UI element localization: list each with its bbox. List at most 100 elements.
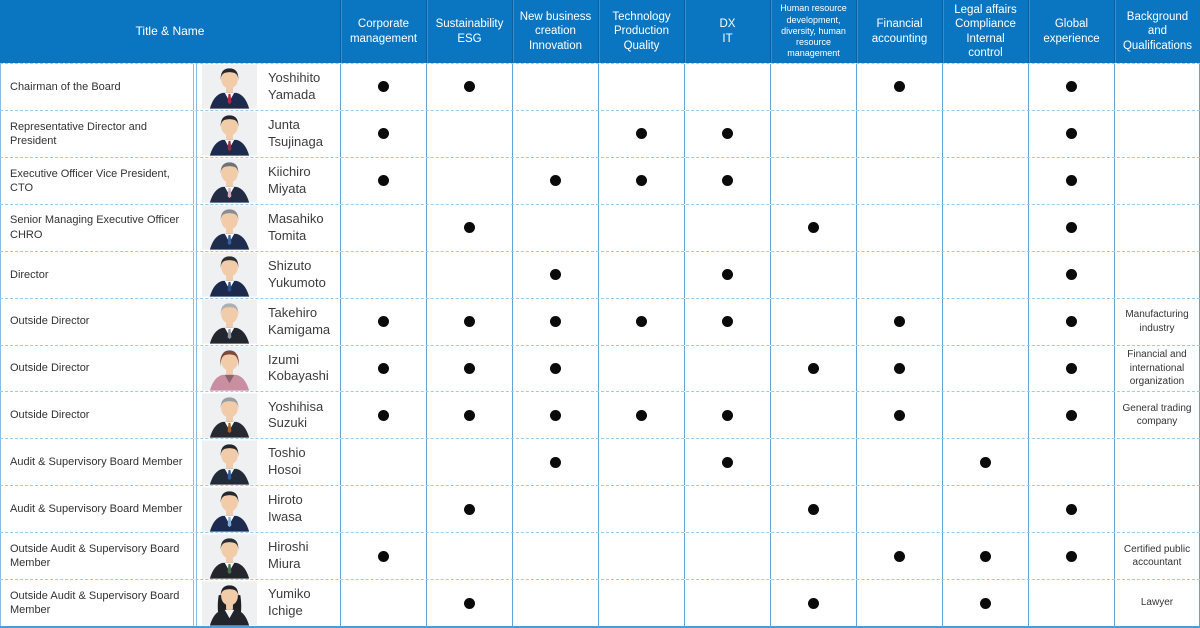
skill-cell-5: [684, 580, 770, 626]
skill-cell-8: [942, 392, 1028, 439]
skill-cell-5: [684, 345, 770, 392]
skill-cell-3: [512, 110, 598, 157]
member-name: Izumi Kobayashi: [268, 351, 329, 384]
skill-cell-9: [1028, 251, 1114, 298]
member-name: Takehiro Kamigama: [268, 304, 331, 337]
background-cell: Financial and international organization: [1114, 345, 1200, 392]
background-cell: [1114, 439, 1200, 486]
skill-cell-7: [856, 439, 942, 486]
skill-marker-dot: [550, 362, 561, 374]
member-avatar-icon: [202, 111, 257, 156]
skill-cell-2: [426, 439, 512, 486]
skill-cell-4: [598, 251, 684, 298]
skill-marker-dot: [1066, 409, 1077, 421]
skill-cell-4: [598, 533, 684, 580]
background-cell: [1114, 486, 1200, 533]
column-gutter: [193, 64, 197, 110]
background-cell: Manufacturing industry: [1114, 298, 1200, 345]
background-cell: [1114, 157, 1200, 204]
member-title: Outside Director: [0, 345, 193, 392]
skill-cell-9: [1028, 345, 1114, 392]
member-title: Chairman of the Board: [0, 64, 193, 110]
member-avatar-icon: [202, 299, 257, 344]
member-avatar-icon: [202, 580, 257, 626]
column-gutter: [193, 251, 197, 298]
skill-cell-6: [770, 533, 856, 580]
table-row-4: Senior Managing Executive Officer CHRO Ma…: [0, 204, 1200, 252]
table-row-3: Executive Officer Vice President, CTO Kii…: [0, 157, 1200, 205]
skill-cell-5: [684, 110, 770, 157]
skill-cell-6: [770, 204, 856, 251]
member-photo: [202, 64, 257, 110]
skill-cell-7: [856, 486, 942, 533]
member-avatar-icon: [202, 158, 257, 203]
skill-cell-8: [942, 533, 1028, 580]
skill-marker-dot: [722, 128, 733, 140]
skill-cell-9: [1028, 64, 1114, 110]
header-cell-skill-2: Sustainability ESG: [426, 0, 512, 63]
member-photo: [202, 299, 257, 344]
skill-cell-9: [1028, 486, 1114, 533]
skill-marker-dot: [636, 409, 647, 421]
table-row-10: Audit & Supervisory Board Member Hiroto I…: [0, 486, 1200, 534]
skill-marker-dot: [980, 550, 991, 562]
skill-marker-dot: [722, 175, 733, 187]
skill-cell-4: [598, 298, 684, 345]
member-photo-name-cell: Takehiro Kamigama: [197, 299, 340, 345]
header-cell-skill-1: Corporate management: [340, 0, 426, 63]
member-photo-name-cell: Hiroshi Miura: [197, 533, 340, 579]
member-avatar-icon: [202, 252, 257, 297]
skill-cell-2: [426, 251, 512, 298]
skill-cell-3: [512, 486, 598, 533]
member-photo-name-cell: Junta Tsujinaga: [197, 111, 340, 157]
member-photo: [202, 205, 257, 250]
skill-marker-dot: [1066, 269, 1077, 281]
skill-cell-4: [598, 64, 684, 110]
skill-marker-dot: [808, 362, 819, 374]
skill-cell-5: [684, 392, 770, 439]
header-cell-skill-4: Technology Production Quality: [598, 0, 684, 63]
member-name: Toshio Hosoi: [268, 445, 306, 478]
skill-cell-3: [512, 298, 598, 345]
table-row-7: Outside Director Izumi Kobayashi Financial…: [0, 345, 1200, 393]
skill-marker-dot: [550, 175, 561, 187]
member-photo-name-cell: Yumiko Ichige: [197, 580, 340, 626]
skill-cell-5: [684, 298, 770, 345]
skill-marker-dot: [636, 128, 647, 140]
header-cell-skill-6: Human resource development, diversity, h…: [770, 0, 856, 63]
skill-cell-8: [942, 64, 1028, 110]
skill-cell-2: [426, 533, 512, 580]
skill-marker-dot: [980, 456, 991, 468]
member-avatar-icon: [202, 205, 257, 250]
skill-marker-dot: [378, 550, 389, 562]
skill-marker-dot: [1066, 128, 1077, 140]
skill-cell-1: [340, 439, 426, 486]
skill-marker-dot: [1066, 503, 1077, 515]
skill-marker-dot: [464, 222, 475, 234]
member-title: Outside Audit & Supervisory Board Member: [0, 580, 193, 626]
skill-cell-8: [942, 204, 1028, 251]
skill-marker-dot: [1066, 81, 1077, 93]
skill-marker-dot: [550, 269, 561, 281]
skill-cell-9: [1028, 392, 1114, 439]
background-cell: [1114, 204, 1200, 251]
skill-cell-2: [426, 157, 512, 204]
skill-cell-9: [1028, 298, 1114, 345]
skill-cell-4: [598, 439, 684, 486]
skill-cell-3: [512, 251, 598, 298]
skill-cell-8: [942, 251, 1028, 298]
table-header-row: Title & Name Corporate management Sustain…: [0, 0, 1200, 63]
skill-marker-dot: [378, 316, 389, 328]
column-gutter: [193, 439, 197, 486]
skill-cell-8: [942, 486, 1028, 533]
skill-marker-dot: [722, 316, 733, 328]
skill-cell-1: [340, 580, 426, 626]
member-title: Representative Director and President: [0, 110, 193, 157]
skill-cell-9: [1028, 204, 1114, 251]
skill-cell-6: [770, 110, 856, 157]
header-cell-skill-10: Background and Qualifications: [1114, 0, 1200, 63]
skill-cell-8: [942, 298, 1028, 345]
skill-marker-dot: [1066, 362, 1077, 374]
table-row-11: Outside Audit & Supervisory Board Member…: [0, 533, 1200, 581]
skill-cell-2: [426, 345, 512, 392]
